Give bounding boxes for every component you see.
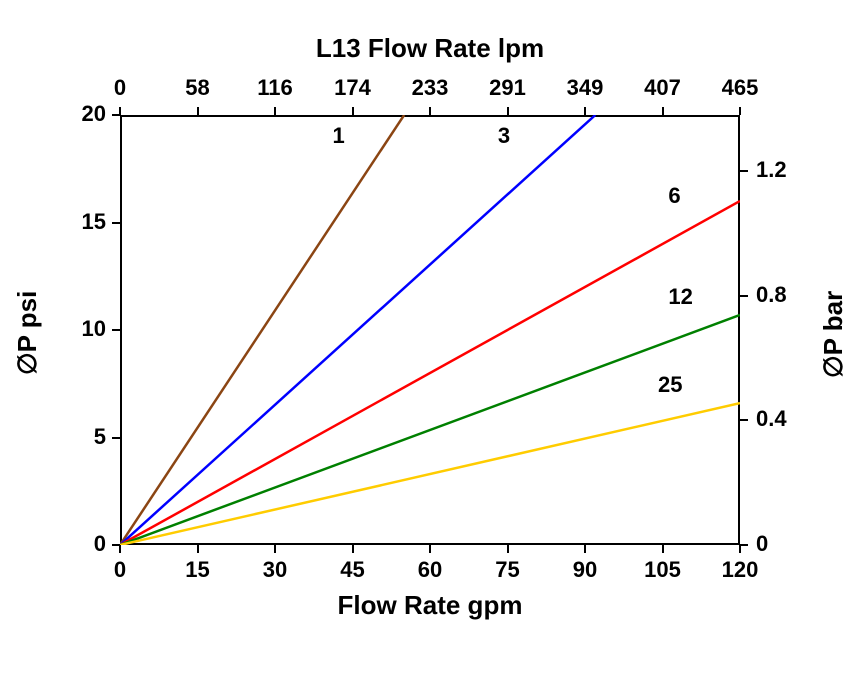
series-line-25: [120, 403, 740, 545]
x-bottom-tick-label: 90: [560, 557, 610, 583]
x-bottom-tick: [584, 545, 586, 553]
x-bottom-tick-label: 0: [95, 557, 145, 583]
x-top-tick: [429, 107, 431, 115]
x-top-tick: [274, 107, 276, 115]
series-label-1: 1: [333, 123, 345, 149]
y-left-tick: [112, 329, 120, 331]
y-right-tick-label: 0: [756, 531, 768, 557]
x-bottom-tick: [662, 545, 664, 553]
x-bottom-tick: [507, 545, 509, 553]
x-bottom-tick-label: 45: [328, 557, 378, 583]
y-right-tick-label: 0.8: [756, 282, 787, 308]
x-bottom-tick: [197, 545, 199, 553]
x-bottom-tick: [274, 545, 276, 553]
x-top-tick: [352, 107, 354, 115]
x-top-tick-label: 233: [402, 75, 458, 101]
y-left-tick: [112, 114, 120, 116]
series-line-3: [120, 115, 595, 545]
y-left-tick: [112, 222, 120, 224]
y-left-tick: [112, 544, 120, 546]
x-top-tick: [739, 107, 741, 115]
x-bottom-tick: [352, 545, 354, 553]
series-line-6: [120, 201, 740, 545]
x-bottom-tick: [429, 545, 431, 553]
x-top-tick: [584, 107, 586, 115]
x-bottom-tick-label: 120: [715, 557, 765, 583]
chart-lines: [0, 0, 852, 692]
x-top-tick: [507, 107, 509, 115]
y-axis-right-label: ∅P bar: [818, 291, 849, 378]
x-top-tick-label: 349: [557, 75, 613, 101]
chart-title: L13 Flow Rate lpm: [280, 33, 580, 64]
x-top-tick-label: 291: [480, 75, 536, 101]
y-left-tick-label: 10: [82, 316, 106, 342]
x-bottom-tick-label: 15: [173, 557, 223, 583]
y-right-tick: [740, 419, 748, 421]
x-top-tick-label: 116: [247, 75, 303, 101]
y-left-tick-label: 15: [82, 209, 106, 235]
y-left-tick-label: 5: [94, 424, 106, 450]
series-line-1: [120, 115, 404, 545]
y-left-tick-label: 20: [82, 101, 106, 127]
x-top-tick-label: 465: [712, 75, 768, 101]
series-label-25: 25: [658, 372, 682, 398]
y-right-tick: [740, 295, 748, 297]
x-axis-bottom-label: Flow Rate gpm: [310, 590, 550, 621]
x-top-tick: [197, 107, 199, 115]
y-axis-left-label: ∅P psi: [12, 291, 43, 375]
x-top-tick: [662, 107, 664, 115]
x-bottom-tick: [739, 545, 741, 553]
y-right-tick-label: 0.4: [756, 406, 787, 432]
x-bottom-tick-label: 105: [638, 557, 688, 583]
y-right-tick: [740, 544, 748, 546]
flow-rate-chart: L13 Flow Rate lpm Flow Rate gpm ∅P psi ∅…: [0, 0, 852, 692]
x-top-tick-label: 407: [635, 75, 691, 101]
y-left-tick: [112, 437, 120, 439]
x-top-tick-label: 174: [325, 75, 381, 101]
y-right-tick: [740, 170, 748, 172]
series-label-12: 12: [668, 284, 692, 310]
series-label-6: 6: [668, 183, 680, 209]
y-left-tick-label: 0: [94, 531, 106, 557]
y-right-tick-label: 1.2: [756, 157, 787, 183]
x-bottom-tick: [119, 545, 121, 553]
x-bottom-tick-label: 30: [250, 557, 300, 583]
series-line-12: [120, 315, 740, 545]
x-top-tick-label: 0: [92, 75, 148, 101]
series-label-3: 3: [498, 123, 510, 149]
x-top-tick-label: 58: [170, 75, 226, 101]
x-bottom-tick-label: 75: [483, 557, 533, 583]
x-bottom-tick-label: 60: [405, 557, 455, 583]
